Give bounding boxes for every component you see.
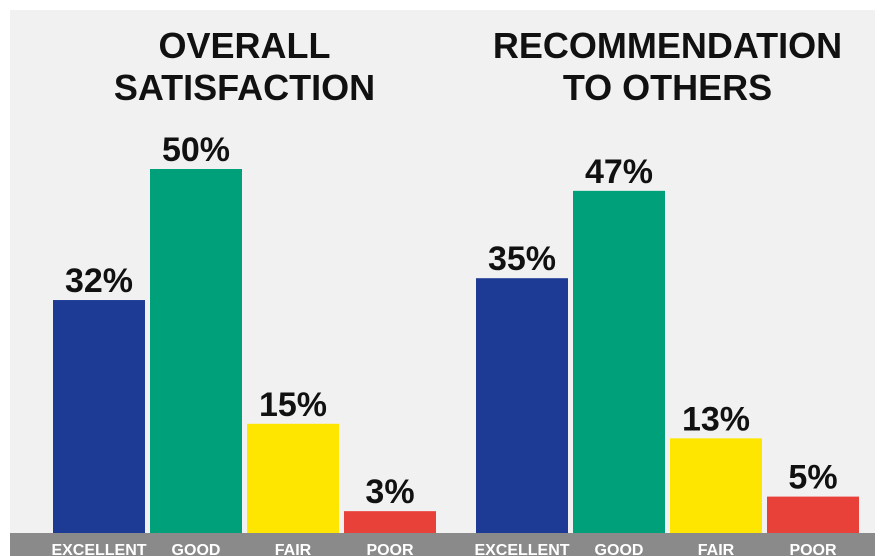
bar xyxy=(767,496,859,533)
bar xyxy=(476,278,568,533)
bar xyxy=(670,438,762,533)
category-label: EXCELLENT xyxy=(474,542,569,556)
bar xyxy=(573,190,665,533)
bar xyxy=(247,423,339,533)
category-label: FAIR xyxy=(275,542,312,556)
bar xyxy=(344,511,436,533)
category-label: POOR xyxy=(789,542,837,556)
category-label: EXCELLENT xyxy=(51,542,146,556)
category-label: GOOD xyxy=(595,542,644,556)
chart-title: OVERALL xyxy=(158,25,330,66)
bar xyxy=(150,169,242,533)
value-label: 5% xyxy=(788,459,837,497)
chart-title: TO OTHERS xyxy=(563,67,772,108)
bar xyxy=(53,300,145,533)
value-label: 13% xyxy=(682,400,750,438)
value-label: 50% xyxy=(162,131,230,169)
category-label: FAIR xyxy=(698,542,735,556)
value-label: 15% xyxy=(259,386,327,424)
value-label: 32% xyxy=(65,262,133,300)
category-label: POOR xyxy=(366,542,414,556)
category-label: GOOD xyxy=(172,542,221,556)
category-strip xyxy=(10,533,875,556)
chart-title: RECOMMENDATION xyxy=(493,25,842,66)
value-label: 35% xyxy=(488,240,556,278)
chart-title: SATISFACTION xyxy=(114,67,375,108)
value-label: 3% xyxy=(365,473,414,511)
value-label: 47% xyxy=(585,153,653,191)
